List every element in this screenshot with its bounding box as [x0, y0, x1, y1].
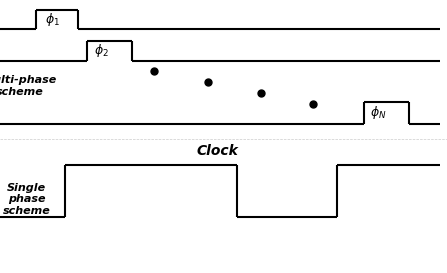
Text: Clock: Clock — [197, 144, 239, 158]
Text: Multi-phase
scheme: Multi-phase scheme — [0, 75, 57, 97]
Text: $\phi_N$: $\phi_N$ — [370, 104, 387, 121]
Text: Single
phase
scheme: Single phase scheme — [3, 183, 51, 216]
Text: $\phi_1$: $\phi_1$ — [45, 11, 60, 28]
Text: $\phi_2$: $\phi_2$ — [94, 42, 109, 59]
